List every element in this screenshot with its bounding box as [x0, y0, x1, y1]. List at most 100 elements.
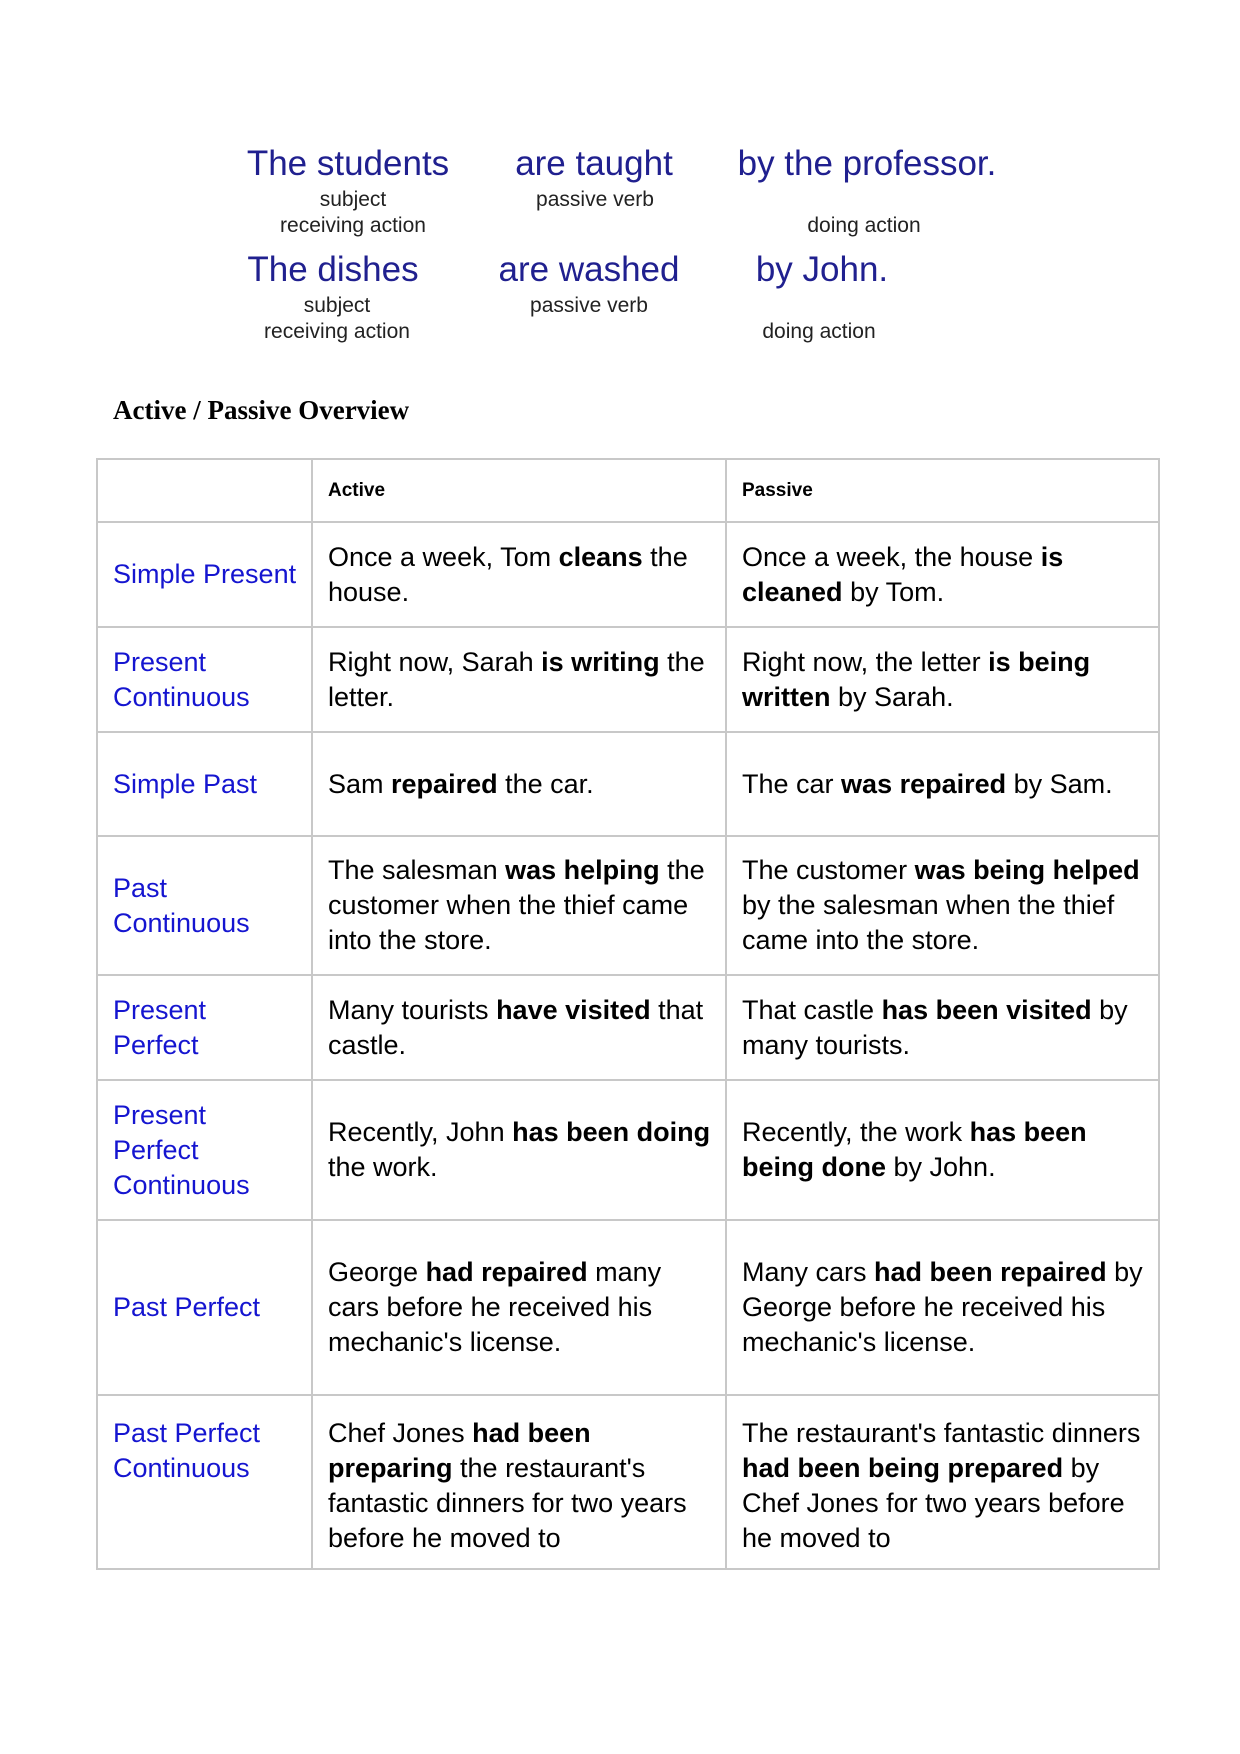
- sentence-text: Recently, John: [328, 1117, 513, 1147]
- table-row: Simple Past Sam repaired the car. The car …: [98, 733, 1158, 837]
- header-cell-passive: Passive: [742, 480, 813, 501]
- table-row: Present Continuous Right now, Sarah is wr…: [98, 628, 1158, 733]
- diagram-label: receiving action: [280, 214, 426, 237]
- sentence-text: the work.: [328, 1152, 438, 1182]
- tense-name: Past Continuous: [98, 837, 313, 974]
- sentence-text: Once a week, Tom: [328, 541, 559, 572]
- diagram-label: doing action: [807, 214, 921, 237]
- passive-example: Once a week, the house is cleaned by Tom…: [727, 523, 1158, 626]
- diagram-subject: The dishes: [247, 250, 419, 289]
- tense-name: Present Perfect: [98, 976, 313, 1079]
- diagram-label: subject: [319, 188, 387, 211]
- verb-phrase: had been repaired: [874, 1257, 1107, 1287]
- sentence-text: by George before he received his mechani…: [742, 1257, 1143, 1357]
- section-title: Active / Passive Overview: [113, 395, 410, 425]
- sentence-text: Many tourists: [328, 994, 497, 1025]
- sentence-text: by Sam.: [1006, 768, 1113, 799]
- table-row: Past Perfect George had repaired many car…: [98, 1221, 1158, 1396]
- sentence-text: Sam: [328, 768, 392, 799]
- diagram-subject: The students: [246, 144, 450, 183]
- sentence-text: Once a week, the house: [742, 541, 1041, 572]
- passive-example: Recently, the work has been being done b…: [727, 1081, 1158, 1219]
- sentence-text: the customer when the thief came into th…: [328, 855, 705, 955]
- header-cell: [98, 460, 313, 521]
- sentence-text: the letter.: [328, 646, 705, 712]
- sentence-text: the house.: [328, 541, 688, 607]
- table-header-row: Active Passive: [98, 460, 1158, 523]
- tense-name: Present Continuous: [98, 628, 313, 731]
- sentence-text: many cars before he received his mechani…: [328, 1257, 662, 1357]
- sentence-text: That castle: [742, 994, 882, 1025]
- diagram-label: subject: [303, 294, 371, 317]
- verb-phrase: was being helped: [914, 855, 1140, 885]
- sentence-text: by many tourists.: [742, 994, 1128, 1060]
- verb-phrase: is writing: [541, 646, 660, 677]
- verb-phrase: is cleaned: [742, 541, 1064, 607]
- passive-example: Many cars had been repaired by George be…: [727, 1221, 1158, 1394]
- sentence-text: The salesman: [328, 855, 506, 885]
- verb-phrase: is being written: [742, 646, 1091, 712]
- sentence-text: that castle.: [328, 994, 704, 1060]
- table-row: Past Continuous The salesman was helping …: [98, 837, 1158, 976]
- sentence-text: the car.: [497, 768, 594, 799]
- active-example: Right now, Sarah is writing the letter.: [313, 628, 727, 731]
- verb-phrase: repaired: [391, 768, 498, 799]
- sentence-text: Right now, the letter: [742, 646, 989, 677]
- passive-example: That castle has been visited by many tou…: [727, 976, 1158, 1079]
- verb-phrase: has been doing: [512, 1117, 711, 1147]
- active-example: The salesman was helping the customer wh…: [313, 837, 727, 974]
- verb-phrase: was helping: [505, 855, 660, 885]
- diagram-agent: by the professor.: [737, 144, 997, 183]
- header-cell-active: Active: [313, 460, 727, 521]
- sentence-text: the restaurant's fantastic dinners for t…: [328, 1453, 687, 1553]
- passive-example: The restaurant's fantastic dinners had b…: [727, 1396, 1158, 1568]
- verb-phrase: was repaired: [841, 768, 1007, 799]
- verb-phrase: has been visited: [881, 994, 1092, 1025]
- active-example: Chef Jones had been preparing the restau…: [313, 1396, 727, 1568]
- tense-name: Simple Present: [98, 523, 313, 626]
- active-example: Recently, John has been doing the work.: [313, 1081, 727, 1219]
- sentence-text: by Sarah.: [830, 681, 954, 712]
- passive-example: Right now, the letter is being written b…: [727, 628, 1158, 731]
- sentence-text: by Chef Jones for two years before he mo…: [742, 1453, 1125, 1553]
- table-row: Simple Present Once a week, Tom cleans th…: [98, 523, 1158, 628]
- diagram-label: passive verb: [530, 294, 648, 317]
- verb-phrase: have visited: [496, 994, 651, 1025]
- sentence-text: Right now, Sarah: [328, 646, 542, 677]
- active-example: Many tourists have visited that castle.: [313, 976, 727, 1079]
- passive-example: The customer was being helped by the sal…: [727, 837, 1158, 974]
- table-row: Present Perfect Many tourists have visite…: [98, 976, 1158, 1081]
- tense-name: Simple Past: [98, 733, 313, 835]
- table-row: Past Perfect Continuous Chef Jones had be…: [98, 1396, 1158, 1568]
- active-example: Once a week, Tom cleans the house.: [313, 523, 727, 626]
- active-example: Sam repaired the car.: [313, 733, 727, 835]
- tense-name: Present Perfect Continuous: [98, 1081, 313, 1219]
- sentence-text: Many cars: [742, 1257, 875, 1287]
- diagram-agent: by John.: [755, 250, 889, 289]
- sentence-text: Chef Jones: [328, 1418, 473, 1448]
- diagram-verb: are washed: [498, 250, 680, 289]
- active-passive-table: Active Passive Simple Present Once a week…: [96, 458, 1160, 1570]
- verb-phrase: cleans: [558, 541, 643, 572]
- sentence-text: The customer: [742, 855, 915, 885]
- diagram-verb: are taught: [515, 144, 673, 183]
- table-row: Present Perfect Continuous Recently, John…: [98, 1081, 1158, 1221]
- verb-phrase: has been being done: [742, 1117, 1087, 1182]
- tense-name: Past Perfect: [98, 1221, 313, 1394]
- verb-phrase: had been preparing: [328, 1418, 591, 1483]
- diagram-label: receiving action: [264, 320, 410, 343]
- sentence-text: George: [328, 1257, 426, 1287]
- tense-name: Past Perfect Continuous: [98, 1396, 313, 1568]
- sentence-text: by Tom.: [842, 576, 945, 607]
- sentence-text: Recently, the work: [742, 1117, 970, 1147]
- verb-phrase: had been being prepared: [742, 1453, 1064, 1483]
- sentence-text: by the salesman when the thief came into…: [742, 890, 1115, 955]
- active-example: George had repaired many cars before he …: [313, 1221, 727, 1394]
- passive-example: The car was repaired by Sam.: [727, 733, 1158, 835]
- diagram-label: passive verb: [536, 188, 654, 211]
- verb-phrase: had repaired: [425, 1257, 588, 1287]
- sentence-text: The car: [742, 768, 842, 799]
- sentence-text: by John.: [886, 1152, 996, 1182]
- diagram-label: doing action: [762, 320, 876, 343]
- sentence-text: The restaurant's fantastic dinners: [742, 1418, 1141, 1448]
